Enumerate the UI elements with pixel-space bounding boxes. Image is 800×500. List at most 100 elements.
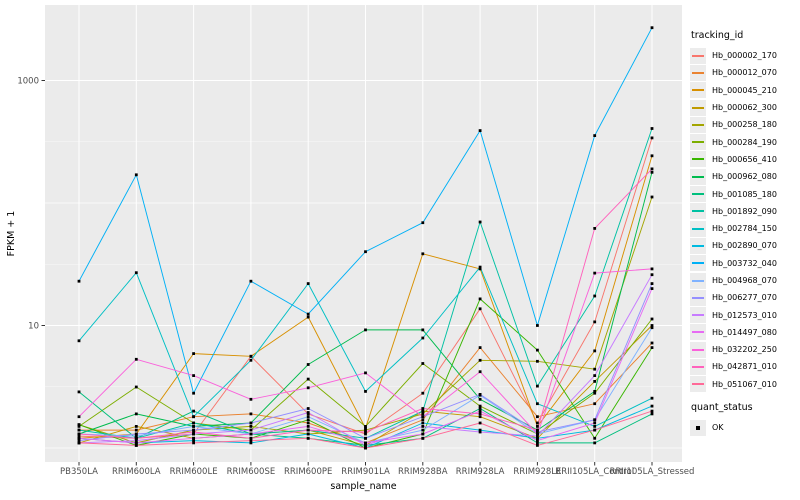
legend-key-line-icon: [692, 175, 704, 178]
legend-key-line-icon: [692, 348, 704, 351]
legend-key-line-icon: [692, 365, 704, 368]
legend-item-label: Hb_000002_170: [712, 51, 777, 61]
data-point: [249, 358, 253, 362]
data-point: [478, 307, 482, 311]
data-point: [421, 409, 425, 413]
legend-key-box: [690, 419, 706, 436]
data-point: [77, 415, 81, 419]
data-point: [650, 267, 654, 271]
legend-item-label: Hb_000045_210: [712, 85, 777, 95]
legend-item-Hb_000012_070: Hb_000012_070: [690, 64, 800, 81]
data-point: [77, 436, 81, 440]
legend-item-label: Hb_000962_080: [712, 172, 777, 182]
legend-item-Hb_000962_080: Hb_000962_080: [690, 168, 800, 185]
data-point: [306, 407, 310, 410]
legend-key-box: [690, 134, 706, 151]
data-point: [593, 402, 597, 406]
legend-item-Hb_001892_090: Hb_001892_090: [690, 203, 800, 220]
data-point: [77, 439, 81, 442]
legend-item-Hb_014497_080: Hb_014497_080: [690, 324, 800, 341]
data-point: [650, 412, 654, 416]
data-point: [249, 421, 253, 425]
data-point: [134, 444, 138, 447]
data-point: [421, 221, 425, 225]
legend-item-label: Hb_001085_180: [712, 189, 777, 199]
legend-quant-status-block: quant_status OK: [690, 402, 800, 436]
legend-item-label: Hb_002890_070: [712, 241, 777, 251]
data-point: [364, 446, 367, 450]
data-point: [306, 436, 310, 440]
legend-title-quant-status: quant_status: [691, 401, 753, 413]
legend-key-line-icon: [692, 227, 704, 230]
data-point: [593, 374, 597, 377]
legend-item-label: Hb_002784_150: [712, 224, 777, 234]
legend-item-label: Hb_000258_180: [712, 120, 777, 130]
data-point: [306, 415, 310, 419]
data-point: [306, 377, 310, 381]
legend-key-line-icon: [692, 314, 704, 317]
data-point: [134, 439, 138, 442]
legend-key-line-icon: [692, 71, 704, 74]
y-tick-label: 10: [28, 322, 39, 332]
data-point: [593, 367, 597, 371]
data-point: [536, 425, 539, 428]
data-point: [249, 432, 253, 436]
x-tick-label: RRIM928LA: [456, 467, 505, 477]
legend-item-label: Hb_000062_300: [712, 103, 777, 113]
data-point: [536, 434, 539, 438]
data-point: [478, 428, 482, 432]
data-point: [77, 428, 81, 432]
legend-item-Hb_003732_040: Hb_003732_040: [690, 255, 800, 272]
legend-item-Hb_004968_070: Hb_004968_070: [690, 272, 800, 289]
data-point: [249, 425, 253, 428]
data-point: [364, 436, 367, 440]
legend-key-box: [690, 237, 706, 254]
data-point: [478, 220, 482, 224]
data-point: [536, 436, 539, 440]
legend-item-Hb_002784_150: Hb_002784_150: [690, 220, 800, 237]
legend-item-label: OK: [712, 423, 724, 433]
data-point: [593, 390, 597, 393]
data-point: [536, 428, 539, 432]
legend-item-label: Hb_006277_070: [712, 293, 777, 303]
legend-item-Hb_051067_010: Hb_051067_010: [690, 376, 800, 393]
data-point: [650, 346, 654, 349]
legend-item-label: Hb_014497_080: [712, 327, 777, 337]
legend-item-label: Hb_042871_010: [712, 362, 777, 372]
data-point: [134, 441, 138, 445]
data-point: [593, 428, 597, 432]
data-point: [364, 441, 367, 445]
data-point: [306, 315, 310, 319]
data-point: [192, 409, 195, 413]
data-point: [306, 363, 310, 366]
data-point: [650, 396, 654, 400]
data-point: [478, 421, 482, 425]
data-point: [306, 411, 310, 414]
data-point: [536, 324, 539, 327]
data-point: [421, 412, 425, 416]
x-tick-label: RRII105LA_Stressed: [610, 467, 695, 477]
legend-item-label: Hb_012573_010: [712, 310, 777, 320]
data-point: [192, 428, 195, 432]
data-point: [134, 357, 138, 361]
data-point: [306, 421, 310, 425]
data-point: [77, 434, 81, 438]
x-tick-label: RRIM928LE: [513, 467, 561, 477]
legend-key-line-icon: [692, 106, 704, 109]
data-point: [650, 154, 654, 158]
data-point: [650, 136, 654, 140]
data-point: [650, 273, 654, 277]
data-point: [536, 359, 539, 363]
y-tick-label: 1000: [17, 77, 39, 87]
data-point: [364, 250, 367, 254]
data-point: [306, 282, 310, 285]
data-point: [192, 432, 195, 436]
legend-item-label: Hb_000284_190: [712, 137, 777, 147]
legend-item-label: Hb_000012_070: [712, 68, 777, 78]
data-point: [192, 425, 195, 428]
x-tick-label: RRIM600LA: [112, 467, 161, 477]
x-tick-label: PB350LA: [60, 467, 98, 477]
data-point: [192, 436, 195, 440]
legend-key-box: [690, 307, 706, 324]
